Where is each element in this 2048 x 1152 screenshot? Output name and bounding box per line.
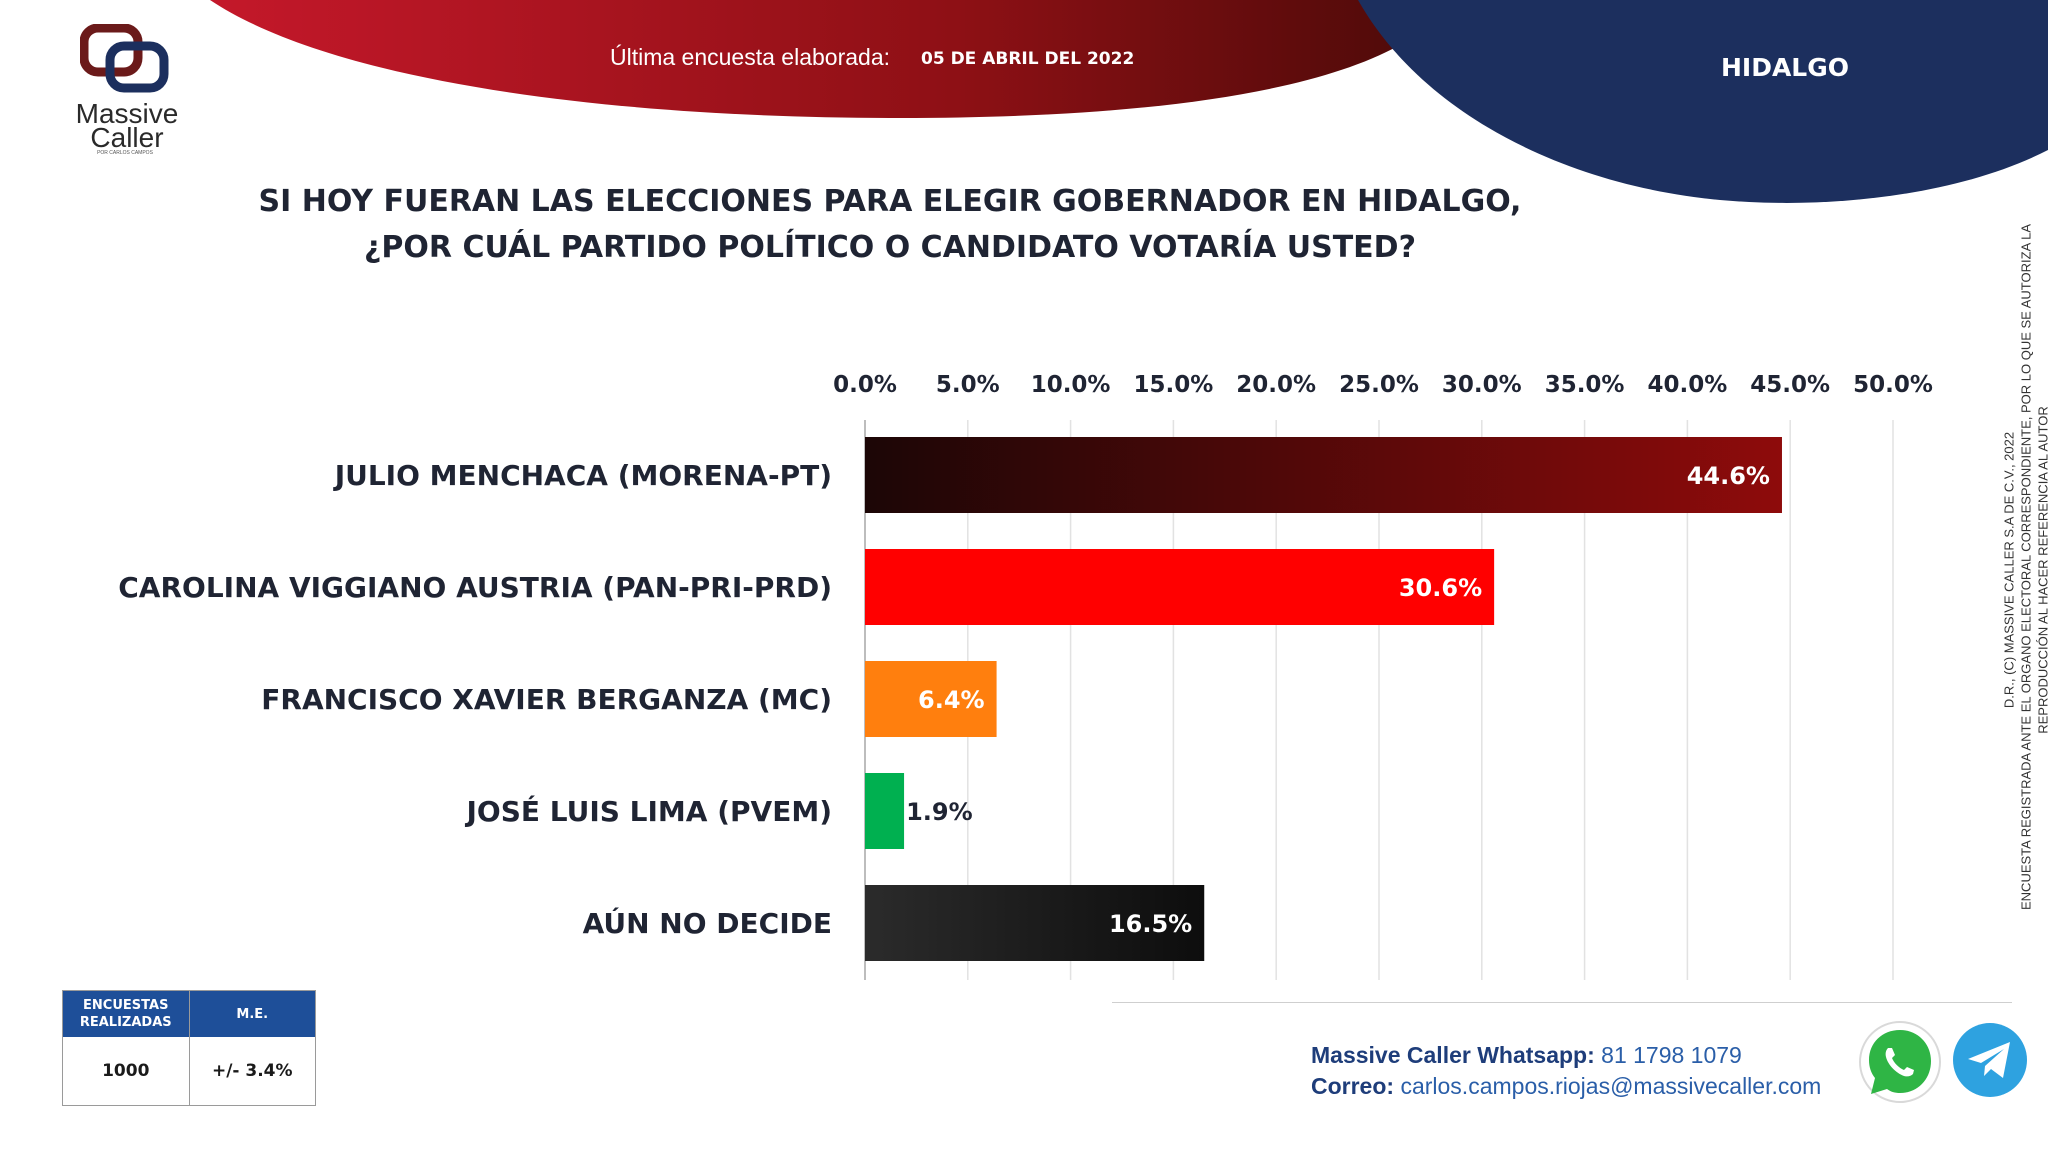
x-tick-label: 50.0%: [1853, 372, 1933, 398]
legal-note-line1: D.R., (C) MASSIVE CALLER S.A DE C.V., 20…: [2001, 431, 2017, 709]
whatsapp-icon[interactable]: [1858, 1020, 1942, 1104]
logo-name-line1: Massive: [75, 98, 179, 129]
bar: [865, 773, 905, 849]
logo-name-line2: Caller: [90, 122, 164, 153]
stats-surveys-value: 1000: [63, 1037, 190, 1105]
stats-value-row: 1000 +/- 3.4%: [63, 1037, 315, 1105]
x-tick-label: 0.0%: [833, 372, 897, 398]
data-label: 16.5%: [1109, 910, 1192, 938]
data-label: 1.9%: [906, 798, 973, 826]
email-label: Correo:: [1311, 1073, 1395, 1099]
x-tick-label: 10.0%: [1031, 372, 1111, 398]
x-tick-label: 40.0%: [1648, 372, 1728, 398]
category-label: CAROLINA VIGGIANO AUSTRIA (PAN-PRI-PRD): [118, 571, 832, 604]
x-tick-label: 45.0%: [1750, 372, 1830, 398]
stats-header-margin: M.E.: [236, 1006, 269, 1022]
bar: [865, 549, 1495, 625]
whatsapp-label: Massive Caller Whatsapp:: [1311, 1042, 1595, 1068]
category-label: JOSÉ LUIS LIMA (PVEM): [465, 794, 833, 828]
x-tick-label: 5.0%: [936, 372, 1000, 398]
header-navy-circle: [1358, 0, 2048, 203]
header-red-banner: [210, 0, 1452, 118]
stats-header-row: ENCUESTAS REALIZADAS M.E.: [63, 991, 315, 1037]
logo-icon: [80, 24, 169, 93]
stats-header-surveys: ENCUESTAS REALIZADAS: [63, 991, 190, 1037]
stats-margin-value: +/- 3.4%: [211, 1061, 293, 1081]
telegram-icon[interactable]: [1952, 1022, 2028, 1098]
x-tick-label: 35.0%: [1545, 372, 1625, 398]
legal-note-line3: REPRODUCCIÓN AL HACER REFERENCIA AL AUTO…: [2035, 406, 2048, 734]
legal-note: D.R., (C) MASSIVE CALLER S.A DE C.V., 20…: [2001, 223, 2048, 910]
logo-tagline: POR CARLOS CAMPOS: [97, 150, 153, 156]
category-label: FRANCISCO XAVIER BERGANZA (MC): [261, 683, 832, 716]
whatsapp-number[interactable]: 81 1798 1079: [1601, 1042, 1742, 1068]
bar: [865, 661, 997, 737]
x-tick-label: 25.0%: [1339, 372, 1419, 398]
data-label: 6.4%: [918, 686, 985, 714]
survey-date-label: Última encuesta elaborada:: [610, 44, 890, 70]
survey-date-value: 05 DE ABRIL DEL 2022: [921, 49, 1135, 69]
data-label: 30.6%: [1399, 574, 1482, 602]
category-label: JULIO MENCHACA (MORENA-PT): [333, 459, 832, 492]
email-contact: Correo: carlos.campos.riojas@massivecall…: [1311, 1073, 1821, 1100]
state-label: HIDALGO: [1720, 53, 1850, 82]
question-title-line2: ¿POR CUÁL PARTIDO POLÍTICO O CANDIDATO V…: [364, 230, 1416, 265]
question-title-line1: SI HOY FUERAN LAS ELECCIONES PARA ELEGIR…: [258, 184, 1522, 219]
email-address[interactable]: carlos.campos.riojas@massivecaller.com: [1400, 1073, 1822, 1099]
legal-note-line2: ENCUESTA REGISTRADA ANTE EL ORGANO ELECT…: [2018, 223, 2034, 910]
bar: [865, 437, 1782, 513]
footer-divider: [1112, 1002, 2012, 1003]
bar: [865, 885, 1205, 961]
x-tick-label: 15.0%: [1134, 372, 1214, 398]
x-tick-label: 30.0%: [1442, 372, 1522, 398]
survey-stats-table: ENCUESTAS REALIZADAS M.E. 1000 +/- 3.4%: [62, 990, 316, 1106]
data-label: 44.6%: [1687, 462, 1770, 490]
x-tick-label: 20.0%: [1236, 372, 1316, 398]
category-label: AÚN NO DECIDE: [583, 906, 832, 940]
whatsapp-contact: Massive Caller Whatsapp: 81 1798 1079: [1311, 1042, 1742, 1069]
